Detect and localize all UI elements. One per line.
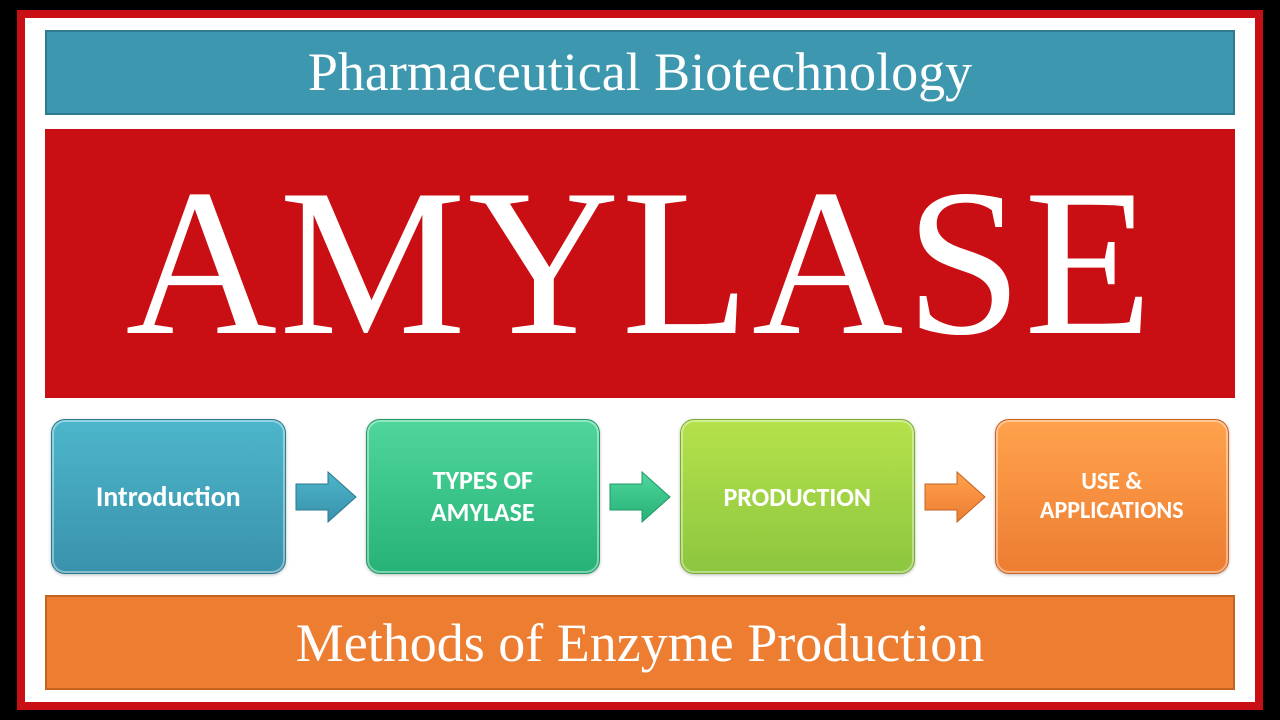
footer-banner: Methods of Enzyme Production [45,595,1235,690]
flow-box-types: TYPES OFAMYLASE [366,419,601,574]
flow-box-production: PRODUCTION [680,419,915,574]
arrow-icon [294,470,358,524]
slide-frame: Pharmaceutical Biotechnology AMYLASE Int… [17,10,1263,710]
flow-label: USE &APPLICATIONS [1040,468,1184,526]
footer-text: Methods of Enzyme Production [296,612,984,674]
flow-box-applications: USE &APPLICATIONS [995,419,1230,574]
title-banner: AMYLASE [45,129,1235,398]
subtitle-text: Pharmaceutical Biotechnology [308,41,972,103]
flow-label: TYPES OFAMYLASE [431,465,535,527]
title-text: AMYLASE [125,158,1154,368]
arrow-icon [923,470,987,524]
flow-label: Introduction [96,479,241,514]
subtitle-banner: Pharmaceutical Biotechnology [45,30,1235,115]
arrow-icon [608,470,672,524]
flow-box-introduction: Introduction [51,419,286,574]
flow-label: PRODUCTION [723,481,871,513]
process-flow: Introduction TYPES OFAMYLASE PRODUCTION … [45,412,1235,581]
